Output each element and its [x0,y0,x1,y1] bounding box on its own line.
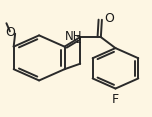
Text: F: F [112,93,119,106]
Text: O: O [105,12,114,25]
Text: 2: 2 [76,36,81,45]
Text: NH: NH [65,30,83,43]
Text: O: O [5,26,15,39]
